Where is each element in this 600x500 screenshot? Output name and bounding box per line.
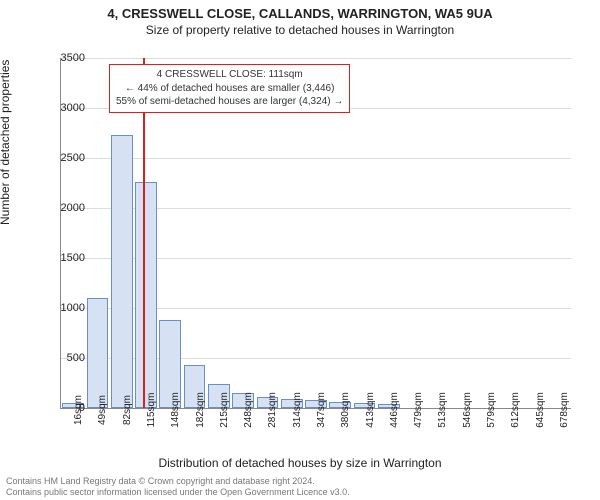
y-tick-label: 2500 — [45, 152, 85, 164]
x-tick-label: 281sqm — [267, 392, 278, 428]
chart-subtitle: Size of property relative to detached ho… — [0, 23, 600, 37]
y-tick-label: 500 — [45, 352, 85, 364]
y-axis-label: Number of detached properties — [0, 60, 12, 225]
y-tick-label: 2000 — [45, 202, 85, 214]
bar — [111, 135, 133, 408]
x-tick-label: 347sqm — [316, 392, 327, 428]
x-tick-label: 546sqm — [462, 392, 473, 428]
x-tick-label: 82sqm — [122, 395, 133, 425]
x-tick-label: 413sqm — [365, 392, 376, 428]
x-tick-label: 479sqm — [413, 392, 424, 428]
annotation-line-1: 4 CRESSWELL CLOSE: 111sqm — [116, 68, 343, 82]
x-tick-label: 579sqm — [486, 392, 497, 428]
annotation-line-2: ← 44% of detached houses are smaller (3,… — [116, 82, 343, 96]
gridline — [61, 58, 571, 59]
footer-attribution: Contains HM Land Registry data © Crown c… — [6, 476, 350, 499]
y-tick-label: 0 — [45, 402, 85, 414]
x-tick-label: 115sqm — [146, 393, 157, 428]
x-tick-label: 182sqm — [195, 392, 206, 428]
x-tick-label: 380sqm — [340, 392, 351, 428]
chart-title: 4, CRESSWELL CLOSE, CALLANDS, WARRINGTON… — [0, 6, 600, 21]
x-tick-label: 49sqm — [97, 395, 108, 425]
x-tick-label: 215sqm — [219, 392, 230, 428]
x-tick-label: 314sqm — [292, 392, 303, 428]
x-tick-label: 446sqm — [389, 392, 400, 428]
y-tick-label: 1000 — [45, 302, 85, 314]
chart-plot-area: 16sqm49sqm82sqm115sqm148sqm182sqm215sqm2… — [60, 58, 571, 409]
footer-line-2: Contains public sector information licen… — [6, 487, 350, 498]
y-tick-label: 3000 — [45, 102, 85, 114]
gridline — [61, 158, 571, 159]
y-tick-label: 3500 — [45, 52, 85, 64]
y-tick-label: 1500 — [45, 252, 85, 264]
x-axis-label: Distribution of detached houses by size … — [0, 456, 600, 470]
bar — [135, 182, 157, 408]
x-tick-label: 645sqm — [535, 392, 546, 428]
annotation-box: 4 CRESSWELL CLOSE: 111sqm← 44% of detach… — [109, 64, 350, 113]
x-tick-label: 612sqm — [510, 392, 521, 428]
x-tick-label: 248sqm — [243, 392, 254, 428]
x-tick-label: 513sqm — [437, 392, 448, 428]
annotation-line-3: 55% of semi-detached houses are larger (… — [116, 95, 343, 109]
bar — [87, 298, 109, 408]
x-tick-label: 148sqm — [170, 392, 181, 428]
footer-line-1: Contains HM Land Registry data © Crown c… — [6, 476, 350, 487]
x-tick-label: 678sqm — [559, 392, 570, 428]
